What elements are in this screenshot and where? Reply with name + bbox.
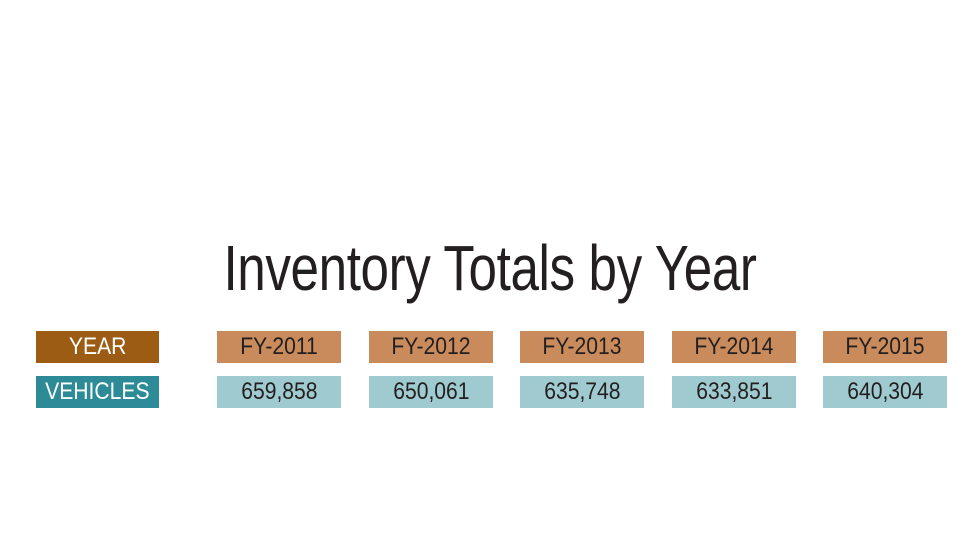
chart-title: Inventory Totals by Year xyxy=(223,232,757,304)
year-cell-fy-2013: FY-2013 xyxy=(520,331,644,363)
year-cell-label: FY-2013 xyxy=(542,333,622,360)
vehicles-cell-value: 650,061 xyxy=(392,378,470,405)
year-cell-fy-2012: FY-2012 xyxy=(369,331,493,363)
year-cell-label: FY-2011 xyxy=(240,333,318,360)
vehicles-cell-fy-2011: 659,858 xyxy=(217,376,341,408)
year-cell-fy-2015: FY-2015 xyxy=(823,331,947,363)
year-row-header: YEAR xyxy=(36,331,159,363)
vehicles-cell-value: 633,851 xyxy=(695,378,773,405)
year-cell-fy-2011: FY-2011 xyxy=(217,331,341,363)
vehicles-cell-value: 640,304 xyxy=(846,378,924,405)
vehicles-cell-value: 635,748 xyxy=(543,378,621,405)
vehicles-cell-fy-2014: 633,851 xyxy=(672,376,796,408)
year-cell-label: FY-2014 xyxy=(694,333,774,360)
vehicles-cell-fy-2013: 635,748 xyxy=(520,376,644,408)
vehicles-cell-fy-2012: 650,061 xyxy=(369,376,493,408)
vehicles-cell-fy-2015: 640,304 xyxy=(823,376,947,408)
year-cell-label: FY-2012 xyxy=(391,333,471,360)
year-row-header-label: YEAR xyxy=(68,333,127,360)
vehicles-cell-value: 659,858 xyxy=(240,378,318,405)
year-cell-label: FY-2015 xyxy=(845,333,925,360)
vehicles-row-header-label: VEHICLES xyxy=(45,378,150,405)
vehicles-row-header: VEHICLES xyxy=(36,376,159,408)
year-cell-fy-2014: FY-2014 xyxy=(672,331,796,363)
